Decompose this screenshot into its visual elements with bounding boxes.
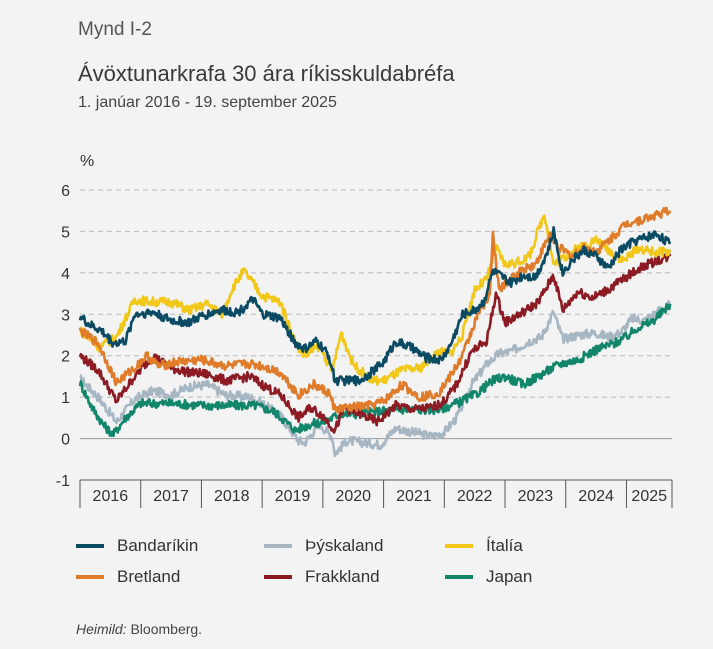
x-tick-label: 2020 [335, 488, 371, 505]
x-tick-label: 2025 [631, 488, 667, 505]
legend-label: Bretland [117, 567, 181, 586]
figure-label: Mynd I-2 [78, 19, 152, 40]
y-tick-label: -1 [56, 473, 70, 490]
source-note: Heimild: Bloomberg. [76, 621, 202, 637]
series-line-bandarikin [78, 226, 672, 387]
source-text: Bloomberg. [130, 621, 203, 637]
series-line-japan [78, 302, 672, 438]
x-tick-label: 2017 [153, 488, 189, 505]
source-label: Heimild: [76, 621, 127, 637]
legend: Bandaríkin Bretland Þýskaland Frakkland … [76, 536, 596, 596]
y-tick-label: 5 [61, 224, 70, 241]
x-axis: 2016 2017 2018 2019 2020 2021 2022 2023 2024 2025 [79, 479, 673, 508]
y-axis-unit: % [80, 153, 95, 170]
y-tick-label: 4 [61, 266, 70, 283]
series-lines [78, 206, 672, 458]
y-tick-label: 0 [61, 432, 70, 449]
x-tick-label: 2018 [214, 488, 250, 505]
legend-item-japan: Japan [445, 567, 532, 587]
legend-swatch [264, 575, 292, 579]
series-line-frakkland [78, 252, 672, 434]
y-axis-ticks: -1 0 1 2 3 4 5 6 [56, 183, 70, 490]
x-tick-label: 2024 [578, 488, 614, 505]
series-line-italia [79, 214, 672, 387]
series-line-thyskaland [79, 300, 672, 458]
legend-label: Þýskaland [305, 536, 384, 555]
legend-swatch [445, 575, 473, 579]
legend-swatch [76, 544, 104, 548]
legend-swatch [445, 544, 473, 548]
legend-label: Ítalía [486, 536, 523, 555]
legend-item-italia: Ítalía [445, 536, 523, 556]
x-tick-label: 2022 [457, 488, 493, 505]
legend-label: Frakkland [305, 567, 380, 586]
legend-item-bretland: Bretland [76, 567, 180, 587]
x-tick-label: 2016 [93, 488, 129, 505]
chart-title: Ávöxtunarkrafa 30 ára ríkisskuldabréfa [78, 61, 455, 86]
x-tick-label: 2021 [396, 488, 432, 505]
grid-lines [80, 189, 672, 440]
legend-swatch [264, 544, 292, 548]
x-tick-label: 2019 [275, 488, 311, 505]
legend-item-thyskaland: Þýskaland [264, 536, 383, 556]
y-tick-label: 6 [61, 183, 70, 200]
x-tick-label: 2023 [518, 488, 554, 505]
legend-swatch [76, 575, 104, 579]
legend-item-frakkland: Frakkland [264, 567, 380, 587]
chart-subtitle: 1. janúar 2016 - 19. september 2025 [78, 94, 337, 111]
legend-item-bandarikin: Bandaríkin [76, 536, 198, 556]
y-tick-label: 1 [61, 390, 70, 407]
y-tick-label: 3 [61, 307, 70, 324]
legend-label: Bandaríkin [117, 536, 199, 555]
legend-label: Japan [486, 567, 533, 586]
y-tick-label: 2 [61, 349, 70, 366]
